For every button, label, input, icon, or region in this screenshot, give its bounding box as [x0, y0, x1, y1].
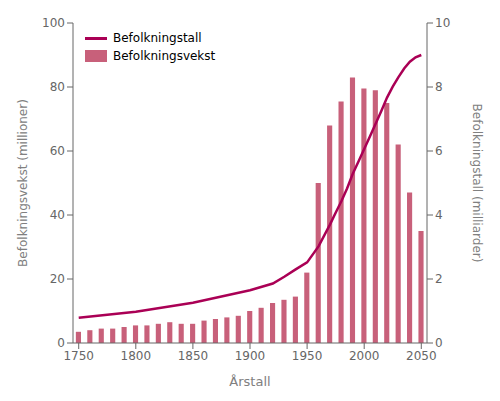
svg-text:4: 4: [435, 208, 443, 222]
svg-text:2: 2: [435, 272, 443, 286]
svg-text:1900: 1900: [235, 349, 266, 363]
svg-text:8: 8: [435, 80, 443, 94]
html-text:Befolkningstall: Befolkningstall: [113, 31, 202, 45]
svg-text:20: 20: [50, 272, 65, 286]
svg-text:6: 6: [435, 144, 443, 158]
svg-text:Årstall: Årstall: [229, 374, 270, 389]
svg-text:100: 100: [42, 16, 65, 30]
svg-text:Befolkningsvekst (millioner): Befolkningsvekst (millioner): [16, 99, 30, 267]
svg-text:1950: 1950: [292, 349, 323, 363]
html-text:Befolkningsvekst: Befolkningsvekst: [113, 49, 216, 63]
svg-text:80: 80: [50, 80, 65, 94]
svg-text:2050: 2050: [406, 349, 437, 363]
svg-text:0: 0: [57, 336, 65, 350]
svg-text:1800: 1800: [121, 349, 152, 363]
svg-text:60: 60: [50, 144, 65, 158]
svg-text:1850: 1850: [178, 349, 209, 363]
svg-text:10: 10: [435, 16, 450, 30]
svg-text:0: 0: [435, 336, 443, 350]
svg-text:2000: 2000: [349, 349, 380, 363]
svg-text:Befolkningstall (milliarder): Befolkningstall (milliarder): [470, 104, 484, 263]
svg-text:1750: 1750: [63, 349, 94, 363]
svg-text:40: 40: [50, 208, 65, 222]
